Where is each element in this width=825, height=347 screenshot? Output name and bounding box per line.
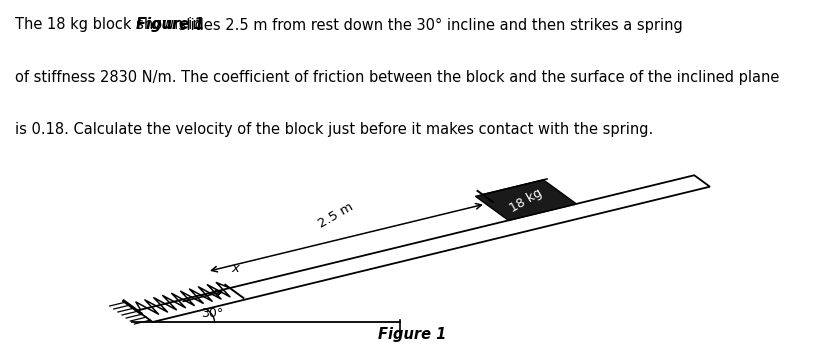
Text: is 0.18. Calculate the velocity of the block just before it makes contact with t: is 0.18. Calculate the velocity of the b… — [15, 122, 653, 137]
Text: 2.5 m: 2.5 m — [316, 200, 356, 230]
Text: The 18 kg block shown in: The 18 kg block shown in — [15, 17, 206, 33]
Text: slides 2.5 m from rest down the 30° incline and then strikes a spring: slides 2.5 m from rest down the 30° incl… — [174, 17, 683, 33]
Text: Figure 1: Figure 1 — [135, 17, 204, 33]
Text: 18 kg: 18 kg — [507, 186, 544, 214]
Text: x: x — [231, 262, 239, 276]
Text: of stiffness 2830 N/m. The coefficient of friction between the block and the sur: of stiffness 2830 N/m. The coefficient o… — [15, 70, 780, 85]
Polygon shape — [475, 180, 577, 220]
Polygon shape — [137, 175, 710, 322]
Text: Figure 1: Figure 1 — [379, 327, 446, 342]
Text: 30°: 30° — [201, 307, 224, 320]
